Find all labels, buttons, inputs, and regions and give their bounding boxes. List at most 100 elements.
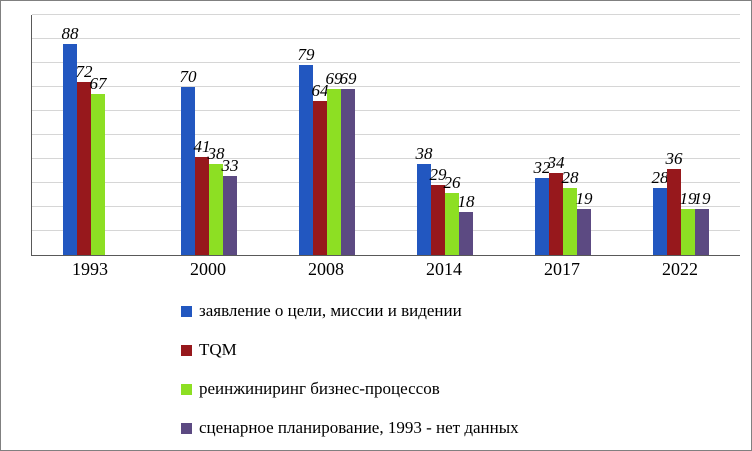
bar-slot: 19 (679, 15, 697, 255)
bar-slot: 36 (665, 15, 683, 255)
bar (667, 169, 681, 255)
bar-slot: 67 (89, 15, 107, 255)
gridline (32, 38, 740, 39)
gridline (32, 158, 740, 159)
bar (77, 82, 91, 255)
legend-swatch-icon (181, 305, 192, 317)
bar-slot: 69 (325, 15, 343, 255)
data-label: 18 (457, 192, 475, 211)
legend-item: реинжиниринг бизнес-процессов (181, 379, 519, 399)
bar-slot: 18 (457, 15, 475, 255)
legend-item: заявление о цели, миссии и видении (181, 301, 519, 321)
gridline (32, 62, 740, 63)
bar-group-2014: 38 29 26 18 (386, 15, 504, 255)
bar (535, 178, 549, 255)
legend-label: TQM (199, 340, 237, 359)
data-label: 19 (575, 189, 593, 208)
bar (445, 193, 459, 255)
legend-label: реинжиниринг бизнес-процессов (199, 379, 440, 398)
gridline (32, 14, 740, 15)
gridline (32, 230, 740, 231)
bar (417, 164, 431, 255)
data-label: 36 (665, 149, 683, 168)
bar (91, 94, 105, 255)
bar (327, 89, 341, 255)
data-label: 26 (443, 173, 461, 192)
bar-slot: 72 (75, 15, 93, 255)
bar-slot: 29 (429, 15, 447, 255)
bar-group-1993: 88 72 67 (32, 15, 150, 255)
category-label: 1993 (72, 259, 108, 279)
data-label: 38 (207, 144, 225, 163)
gridline (32, 110, 740, 111)
bar-slot: 41 (193, 15, 211, 255)
legend-swatch-icon (181, 383, 192, 395)
bar-slot: 64 (311, 15, 329, 255)
bar (195, 157, 209, 255)
x-axis-labels: 1993 2000 2008 2014 2017 2022 (31, 259, 739, 280)
bar (577, 209, 591, 255)
gridline (32, 206, 740, 207)
legend-swatch-icon (181, 422, 192, 434)
bar-slot: 28 (561, 15, 579, 255)
bar-slot: 28 (651, 15, 669, 255)
data-label: 34 (547, 153, 565, 172)
data-label: 70 (179, 67, 197, 86)
data-label: 33 (221, 156, 239, 175)
data-label: 79 (297, 45, 315, 64)
bar-group-2022: 28 36 19 19 (622, 15, 740, 255)
data-label: 32 (533, 158, 551, 177)
bar-slot: 34 (547, 15, 565, 255)
bar-slot: 79 (297, 15, 315, 255)
bar (549, 173, 563, 255)
data-label: 38 (415, 144, 433, 163)
bar (695, 209, 709, 255)
bar-slot: 70 (179, 15, 197, 255)
bar (431, 185, 445, 255)
bar (299, 65, 313, 255)
bar-group-2017: 32 34 28 19 (504, 15, 622, 255)
data-label: 19 (679, 189, 697, 208)
bar-slot: 38 (207, 15, 225, 255)
data-label: 67 (89, 74, 107, 93)
data-label: 69 (339, 69, 357, 88)
bar (63, 44, 77, 255)
legend: заявление о цели, миссии и видении TQM реи… (181, 301, 519, 450)
bar-slot: 32 (533, 15, 551, 255)
bar-group-2008: 79 64 69 69 (268, 15, 386, 255)
data-label: 72 (75, 62, 93, 81)
bar-group-2000: 70 41 38 33 (150, 15, 268, 255)
legend-swatch-icon (181, 344, 192, 356)
bar (181, 87, 195, 255)
category-label: 2008 (308, 259, 344, 279)
bar-slot: 33 (221, 15, 239, 255)
category-label: 2022 (662, 259, 698, 279)
bar-slot (105, 15, 119, 255)
legend-item: сценарное планирование, 1993 - нет данны… (181, 418, 519, 438)
legend-item: TQM (181, 340, 519, 360)
data-label: 19 (693, 189, 711, 208)
gridline (32, 134, 740, 135)
data-label: 64 (311, 81, 329, 100)
data-label: 41 (193, 137, 211, 156)
data-label: 29 (429, 165, 447, 184)
bar-slot: 69 (339, 15, 357, 255)
bar-slot: 19 (693, 15, 711, 255)
category-label: 2017 (544, 259, 580, 279)
bar-slot: 88 (61, 15, 79, 255)
bar (341, 89, 355, 255)
data-label: 88 (61, 24, 79, 43)
gridline (32, 182, 740, 183)
bar-slot: 19 (575, 15, 593, 255)
data-label: 28 (561, 168, 579, 187)
bar (653, 188, 667, 255)
bar (563, 188, 577, 255)
bar (223, 176, 237, 255)
bar-slot: 38 (415, 15, 433, 255)
bar-slot: 26 (443, 15, 461, 255)
gridline (32, 86, 740, 87)
data-label: 69 (325, 69, 343, 88)
category-label: 2014 (426, 259, 462, 279)
legend-label: сценарное планирование, 1993 - нет данны… (199, 418, 519, 437)
data-label: 28 (651, 168, 669, 187)
